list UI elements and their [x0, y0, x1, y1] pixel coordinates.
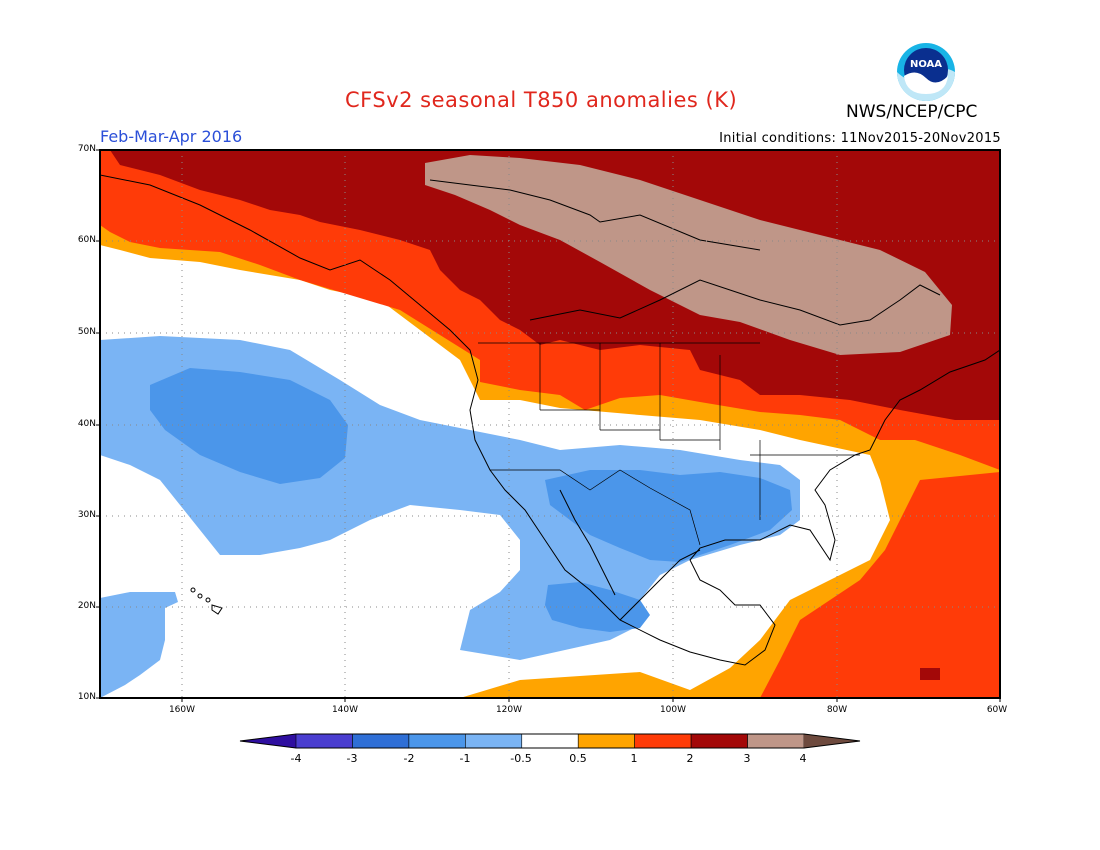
anomaly-darkred-spot [920, 668, 940, 680]
colorbar-swatch [747, 733, 805, 749]
lat-label: 70N [77, 144, 96, 154]
colorbar-swatch [690, 733, 748, 749]
axis-ticks [96, 149, 1001, 702]
lat-label: 20N [77, 601, 96, 611]
anomaly-darkred-region [110, 150, 1000, 420]
lat-label: 30N [77, 510, 96, 520]
lon-label: 140W [331, 705, 359, 715]
anomaly-blue-region-mexico [545, 582, 650, 632]
anomaly-tan-region [425, 155, 952, 355]
anomaly-blue-region-us [545, 470, 792, 562]
colorbar-label: 2 [686, 752, 694, 765]
lon-label: 60W [986, 705, 1008, 715]
colorbar-label: 4 [799, 752, 807, 765]
political-borders [478, 342, 860, 546]
hawaii-islands [190, 587, 223, 615]
colorbar-label: 0.5 [569, 752, 587, 765]
initial-conditions: Initial conditions: 11Nov2015-20Nov2015 [719, 131, 1001, 146]
colorbar-label: -3 [346, 752, 358, 765]
coastlines [100, 174, 1000, 666]
anomaly-red-region-south [760, 472, 1000, 698]
lon-label: 160W [168, 705, 196, 715]
chart-title: CFSv2 seasonal T850 anomalies (K) [345, 88, 738, 112]
anomaly-lightblue-region-pacific [100, 592, 178, 698]
colorbar-swatch-max [804, 734, 860, 748]
colorbar-swatch [577, 733, 635, 749]
period-label: Feb-Mar-Apr 2016 [100, 127, 243, 146]
noaa-logo-text: NOAA [910, 59, 942, 70]
colorbar-label: -2 [403, 752, 415, 765]
colorbar-label: -0.5 [510, 752, 532, 765]
colorbar-swatch-min [240, 734, 296, 748]
colorbar-outline [239, 733, 861, 749]
colorbar-label: 3 [743, 752, 751, 765]
lon-label: 100W [659, 705, 687, 715]
colorbar-swatch [465, 733, 523, 749]
lat-label: 10N [77, 692, 96, 702]
map-frame [99, 149, 1001, 699]
lat-label: 50N [77, 327, 96, 337]
colorbar-swatch [295, 733, 353, 749]
colorbar-label: -1 [459, 752, 471, 765]
lat-label: 60N [77, 235, 96, 245]
colorbar-swatch [634, 733, 692, 749]
anomaly-blue-region [150, 368, 348, 484]
colorbar-label: 1 [630, 752, 638, 765]
colorbar-label: -4 [290, 752, 302, 765]
graticule [100, 150, 1000, 698]
noaa-logo: NOAA [896, 42, 956, 102]
lat-label: 40N [77, 419, 96, 429]
colorbar-swatch [408, 733, 466, 749]
org-label: NWS/NCEP/CPC [846, 102, 978, 122]
colorbar-swatch [352, 733, 410, 749]
lon-label: 120W [495, 705, 523, 715]
colorbar-swatch [521, 733, 579, 749]
lon-label: 80W [826, 705, 848, 715]
